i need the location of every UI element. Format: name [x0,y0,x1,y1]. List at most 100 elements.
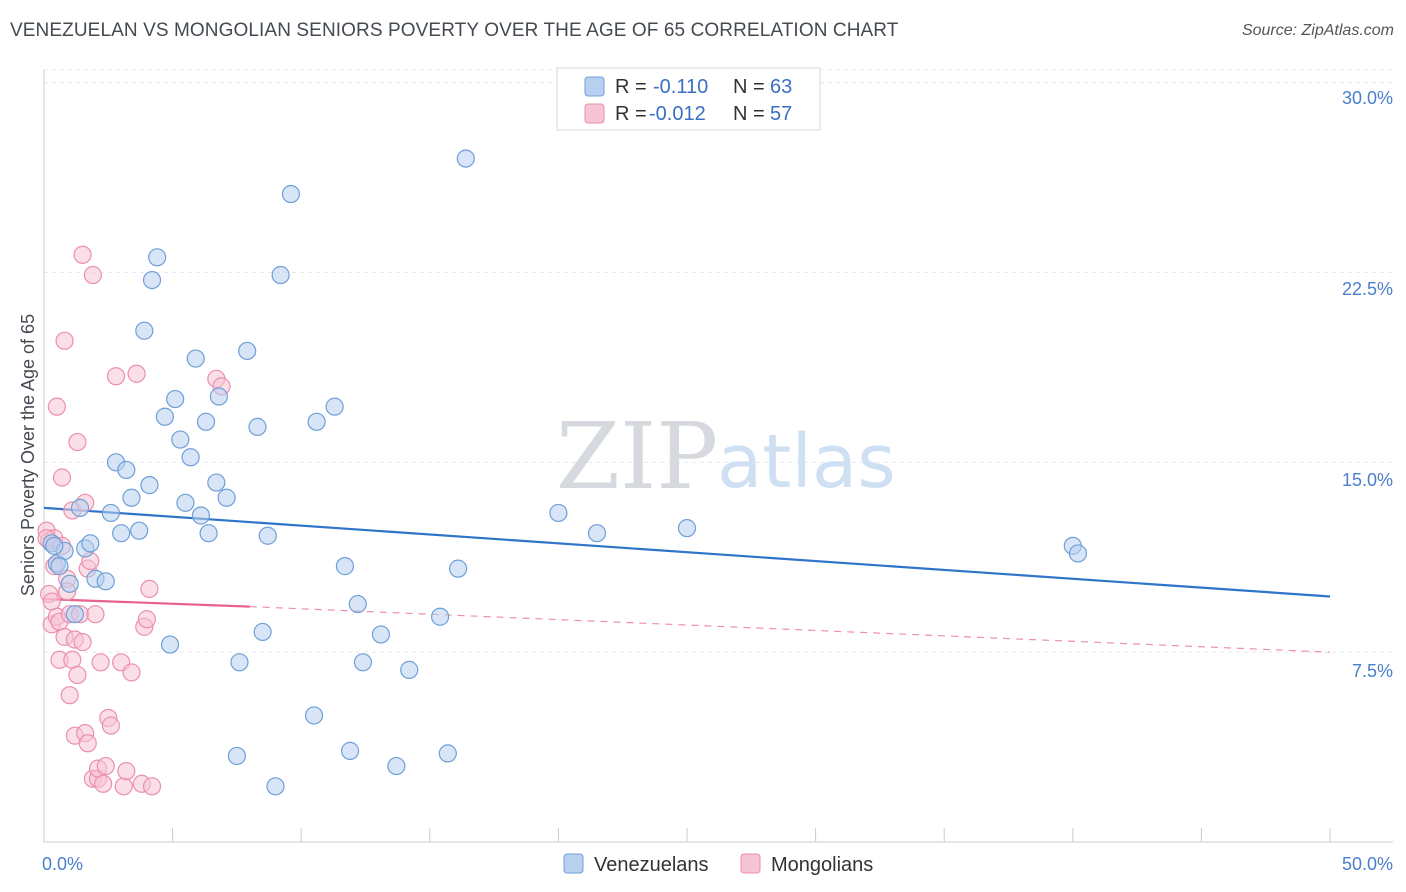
venezuelan-point [181,448,200,467]
mongolian-point [68,432,87,452]
venezuelan-point [430,607,450,626]
mongolian-point [94,774,113,793]
venezuelan-point [677,519,697,538]
venezuelan-point [186,349,205,368]
y-axis-label: Seniors Poverty Over the Age of 65 [18,314,38,596]
venezuelan-point [335,557,355,576]
watermark-atlas: atlas [717,419,896,505]
venezuelan-point [96,572,115,591]
legend-r-label: R = [615,103,647,125]
mongolian-point [117,762,136,781]
venezuelan-point [142,270,162,290]
venezuelan-point [101,503,120,523]
venezuelan-point [304,706,324,725]
mongolian-point [140,579,159,598]
x-tick-label-min: 0.0% [42,854,83,874]
legend-mongolian-r: -0.012 [649,103,706,125]
venezuelan-point [135,321,154,340]
venezuelan-point [258,526,277,545]
venezuelan-point [348,594,367,614]
venezuelan-trend-line [43,506,1331,598]
y-tick-label: 7.5% [1352,661,1393,681]
mongolian-point [52,468,72,487]
mongolian-trend-line-dashed [249,606,1331,653]
mongolian-point [101,716,120,735]
mongolian-point [55,331,74,350]
venezuelan-point [387,756,406,776]
legend-n-label: N = [733,76,765,98]
venezuelan-point [81,534,100,553]
mongolian-point [122,663,141,682]
mongolian-point [60,686,79,705]
mongolian-point [86,605,105,624]
mongolian-legend-swatch [740,853,761,874]
venezuelan-point [325,397,344,416]
stats-legend: R = -0.110 N = 63 R = -0.012 N = 57 [556,67,821,131]
venezuelan-point [199,524,218,543]
mongolian-point [68,665,87,685]
venezuelan-point [148,248,167,267]
axes [43,70,1393,843]
mongolian-legend-label: Mongolians [771,854,873,876]
venezuelan-point [209,387,228,406]
venezuelan-point [340,741,360,760]
venezuelan-point [549,503,568,523]
venezuelan-point [130,521,149,540]
mongolian-point [114,777,133,796]
mongolian-point [142,777,162,796]
y-tick-label: 15.0% [1342,470,1393,490]
venezuelan-point [271,265,290,285]
mongolian-point [96,756,115,776]
venezuelan-point [171,430,190,449]
venezuelan-point [112,524,131,543]
mongolian-trend-line [43,597,250,608]
venezuelan-point [122,488,141,507]
venezuelan-point [217,488,236,507]
venezuelan-point [50,557,69,576]
venezuelan-point [238,341,257,361]
venezuelan-points [42,149,1088,796]
venezuelan-point [400,660,419,679]
trend-lines [43,506,1331,653]
venezuelan-point [456,149,475,168]
y-tick-label: 30.0% [1342,88,1393,108]
legend-mongolian-n: 57 [770,103,792,125]
venezuelan-legend-swatch [563,853,584,874]
venezuelan-point [248,417,267,436]
venezuelan-point [1068,544,1088,563]
mongolian-point [83,265,102,285]
venezuelan-point [176,493,195,512]
venezuelan-point [155,407,174,426]
mongolian-point [42,592,61,611]
venezuelan-point [307,412,326,431]
venezuelan-point [448,559,468,578]
mongolian-point [91,653,110,672]
venezuelan-point [438,744,457,763]
grid-lines [44,69,1393,653]
venezuelan-point [160,635,180,654]
venezuelan-point [371,625,391,644]
venezuelan-point [587,524,607,543]
mongolian-point [137,610,156,629]
venezuelan-point [266,777,285,796]
venezuelan-point [60,574,79,593]
venezuelan-point [140,476,159,495]
venezuelan-point [166,389,185,409]
chart-title: VENEZUELAN VS MONGOLIAN SENIORS POVERTY … [10,20,899,41]
venezuelan-point [230,653,249,672]
venezuelan-point [70,498,90,517]
legend-n-label: N = [733,103,765,125]
mongolian-point [63,650,82,669]
watermark: ZIP atlas [556,403,896,510]
venezuelan-legend-label: Venezuelans [594,854,709,876]
mongolian-point [73,245,92,264]
y-tick-label: 22.5% [1342,279,1393,299]
venezuelan-point [191,506,210,525]
mongolian-point [78,734,97,753]
venezuelan-point [117,460,136,480]
legend-r-label: R = [615,76,647,98]
venezuelan-point [65,605,84,624]
venezuelan-point [281,184,301,204]
mongolian-point [73,632,92,652]
